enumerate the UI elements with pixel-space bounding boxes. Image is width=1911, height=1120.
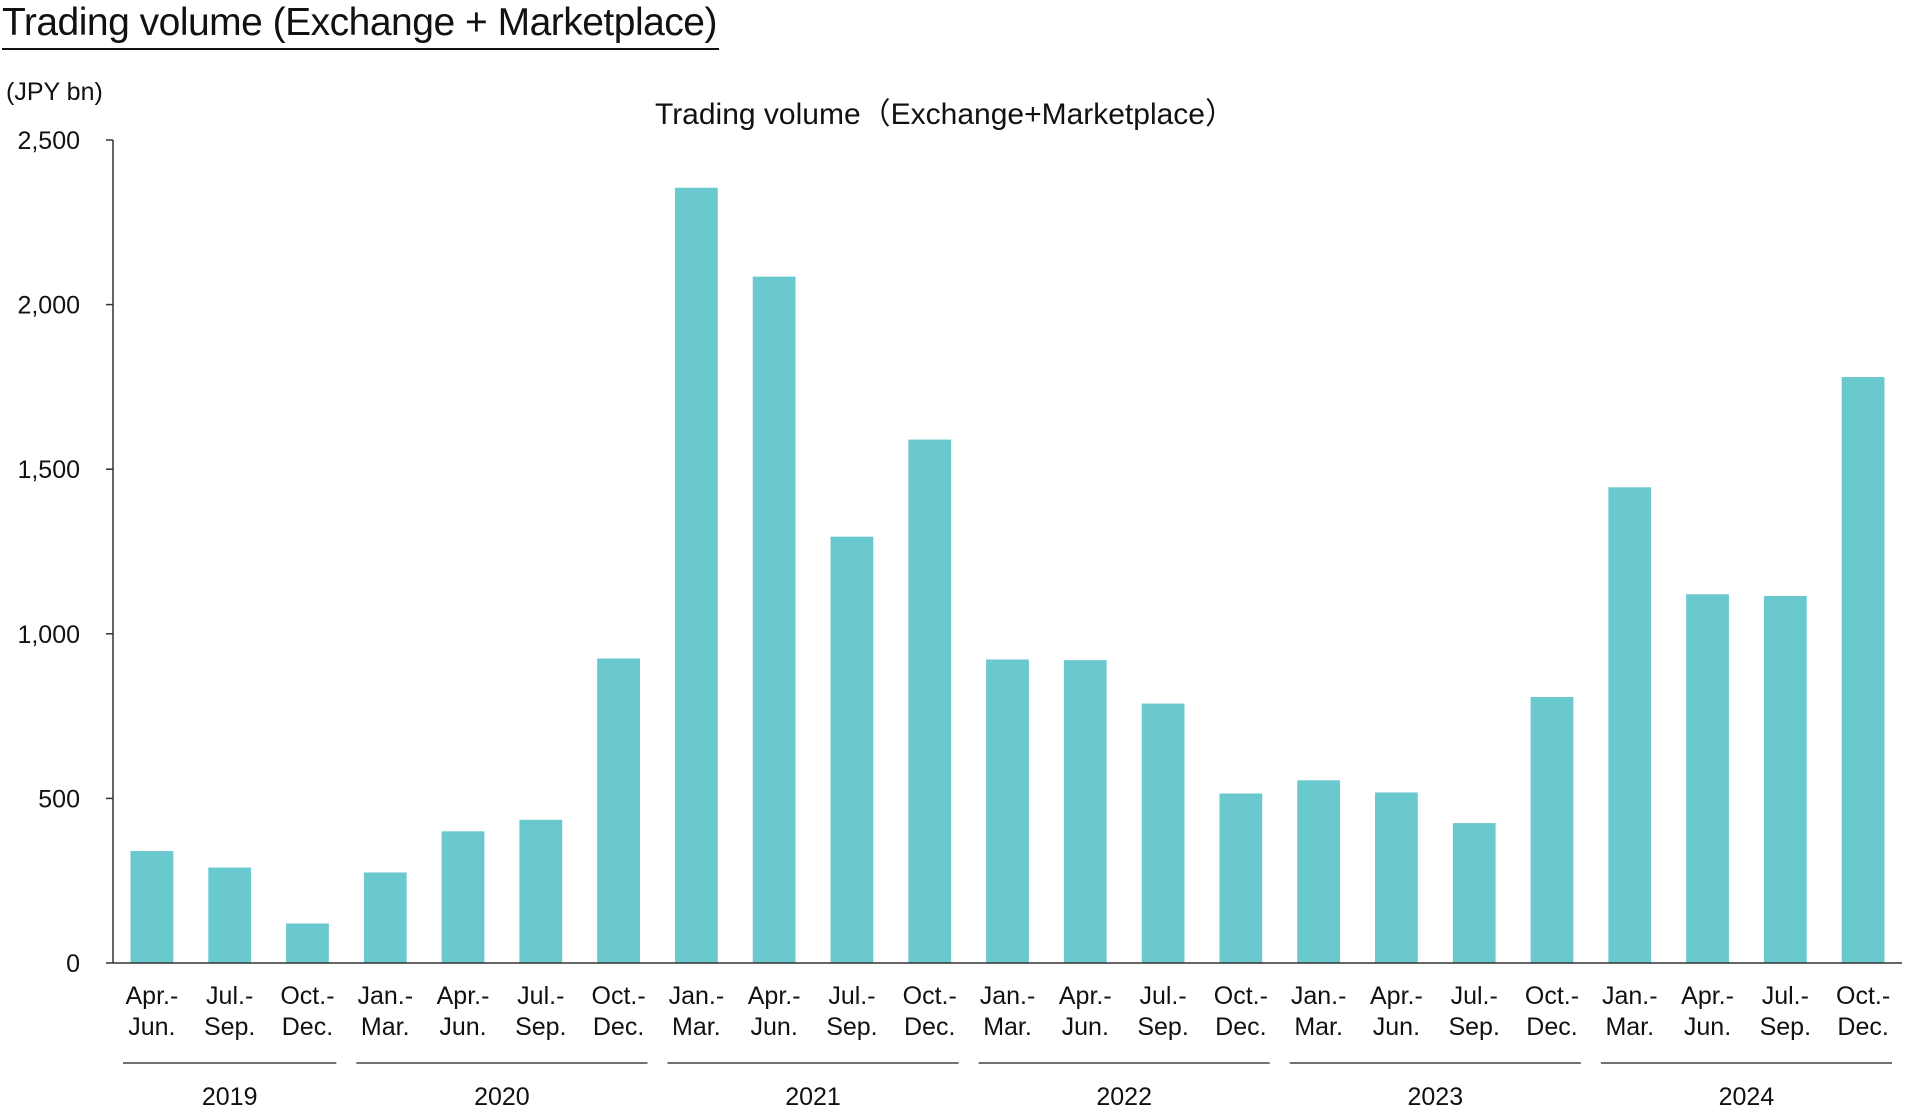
x-tick-label: Jan.-Mar. — [669, 982, 725, 1041]
bar — [1375, 792, 1418, 963]
page-title: Trading volume (Exchange + Marketplace) — [2, 0, 719, 50]
year-group-label: 2022 — [1096, 1083, 1152, 1111]
bar — [519, 819, 563, 963]
x-tick-label: Jul.-Sep. — [1448, 982, 1499, 1041]
x-tick-label: Apr.-Jun. — [1370, 982, 1423, 1041]
y-tick-label: 1,500 — [17, 456, 80, 484]
bar — [1063, 660, 1107, 963]
bar — [1608, 487, 1652, 963]
y-tick-label: 0 — [66, 950, 80, 978]
bar — [1297, 780, 1341, 963]
y-axis-unit-label: (JPY bn) — [6, 78, 103, 106]
bar — [908, 439, 952, 963]
bar — [130, 851, 174, 963]
x-tick-label: Jul.-Sep. — [204, 982, 255, 1041]
bar — [1141, 703, 1185, 963]
bar — [674, 187, 718, 963]
x-tick-label: Jul.-Sep. — [1760, 982, 1811, 1041]
bars-group — [130, 187, 1885, 963]
y-tick-label: 500 — [38, 785, 80, 813]
x-tick-label: Oct.-Dec. — [903, 982, 957, 1041]
x-tick-label: Jul.-Sep. — [826, 982, 877, 1041]
x-tick-label: Apr.-Jun. — [437, 982, 490, 1041]
year-group-labels: 2019 2020 2021 2022 2023 2024 — [123, 1062, 1892, 1111]
bar — [208, 867, 252, 963]
x-tick-label: Oct.-Dec. — [280, 982, 334, 1041]
x-tick-label: Oct.-Dec. — [1525, 982, 1579, 1041]
x-axis: Apr.-Jun. Jul.-Sep. Oct.-Dec. Jan.-Mar. Apr.… — [113, 962, 1902, 1041]
bar — [286, 923, 329, 963]
bar — [1686, 594, 1729, 963]
year-group-label: 2020 — [474, 1083, 530, 1111]
bar — [597, 658, 640, 963]
year-group-label: 2019 — [202, 1083, 258, 1111]
bar — [441, 831, 485, 963]
x-tick-label: Apr.-Jun. — [125, 982, 178, 1041]
bar — [1452, 823, 1496, 963]
x-tick-label: Oct.-Dec. — [592, 982, 646, 1041]
bar — [1763, 595, 1807, 963]
bar — [363, 872, 407, 963]
year-group-label: 2024 — [1719, 1083, 1775, 1111]
x-tick-label: Jul.-Sep. — [515, 982, 566, 1041]
x-tick-label: Apr.-Jun. — [748, 982, 801, 1041]
x-tick-label: Jan.-Mar. — [980, 982, 1036, 1041]
bar — [752, 276, 796, 963]
x-tick-label: Apr.-Jun. — [1681, 982, 1734, 1041]
y-tick-label: 2,500 — [17, 127, 80, 155]
bar — [1219, 793, 1263, 963]
year-group-label: 2023 — [1407, 1083, 1463, 1111]
x-tick-label: Jan.-Mar. — [1602, 982, 1658, 1041]
x-tick-label: Jan.-Mar. — [357, 982, 413, 1041]
y-tick-label: 2,000 — [17, 292, 80, 320]
bar — [1841, 377, 1885, 963]
bar — [1530, 697, 1574, 963]
x-tick-label: Apr.-Jun. — [1059, 982, 1112, 1041]
x-tick-label: Jan.-Mar. — [1291, 982, 1347, 1041]
y-tick-label: 1,000 — [17, 621, 80, 649]
x-tick-label: Oct.-Dec. — [1836, 982, 1890, 1041]
bar — [986, 659, 1029, 963]
x-tick-label: Oct.-Dec. — [1214, 982, 1268, 1041]
bar — [830, 536, 874, 963]
year-group-label: 2021 — [785, 1083, 841, 1111]
chart-title: Trading volume（Exchange+Marketplace） — [655, 98, 1235, 131]
y-axis: 0 500 1,000 1,500 2,000 2,500 — [17, 127, 114, 978]
x-tick-label: Jul.-Sep. — [1137, 982, 1188, 1041]
